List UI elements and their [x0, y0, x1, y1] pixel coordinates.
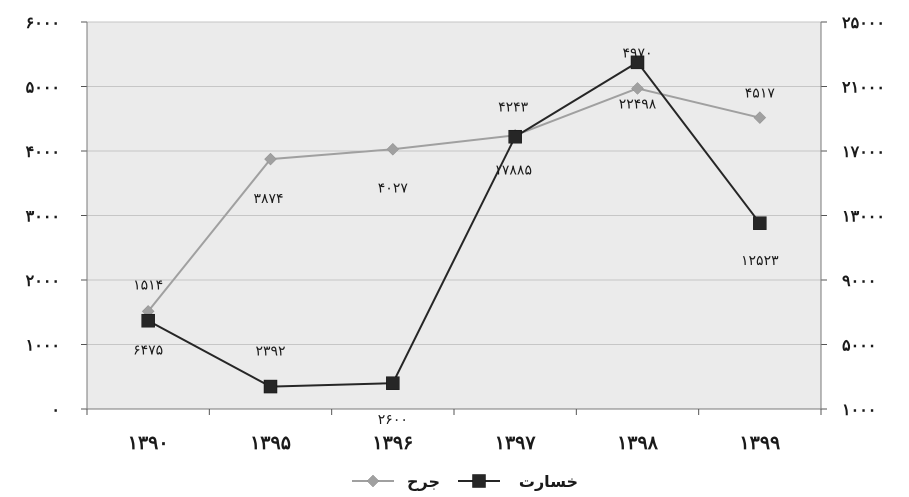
- data-label: ۴۹۷۰: [622, 45, 652, 61]
- legend-label-jorh: جرح: [407, 472, 440, 491]
- left-tick-label: ۰: [51, 400, 60, 419]
- data-point-square: [386, 376, 400, 390]
- right-tick-label: ۵۰۰۰: [842, 336, 876, 355]
- right-tick-label: ۲۱۰۰۰: [842, 78, 885, 97]
- data-label: ۴۵۱۷: [745, 86, 776, 102]
- data-label: ۱۷۸۸۵: [494, 163, 532, 179]
- right-tick-label: ۱۰۰۰: [842, 400, 876, 419]
- left-tick-label: ۵۰۰۰: [26, 78, 60, 97]
- data-point-diamond: [264, 152, 277, 166]
- x-tick-label: ۱۳۹۹: [739, 432, 780, 454]
- data-point-square: [508, 129, 522, 144]
- data-point-diamond: [386, 142, 400, 156]
- right-tick-label: ۱۷۰۰۰: [842, 142, 885, 161]
- legend-marker-diamond: [366, 474, 380, 488]
- data-point-diamond: [631, 82, 644, 95]
- data-label: ۱۵۱۴: [133, 277, 163, 293]
- data-point-square: [263, 379, 278, 394]
- left-tick-label: ۳۰۰۰: [26, 207, 60, 226]
- right-tick-label: ۹۰۰۰: [842, 271, 876, 290]
- data-label: ۳۸۷۴: [253, 191, 283, 207]
- data-point-square: [753, 216, 767, 230]
- x-tick-label: ۱۳۹۷: [495, 432, 537, 454]
- x-tick-label: ۱۳۹۸: [617, 432, 659, 454]
- data-label: ۶۴۷۵: [133, 343, 163, 359]
- x-tick-label: ۱۳۹۶: [372, 432, 413, 454]
- data-label: ۴۲۴۳: [498, 99, 529, 115]
- legend-label-khesarat: خسارت: [519, 472, 578, 491]
- data-label: ۲۳۹۲: [255, 344, 285, 360]
- series-line-1: [147, 60, 761, 388]
- left-tick-label: ۴۰۰۰: [26, 142, 60, 161]
- data-point-square: [141, 313, 155, 328]
- left-tick-label: ۶۰۰۰: [26, 13, 60, 32]
- data-label: ۴۰۲۷: [378, 180, 409, 196]
- x-tick-label: ۱۳۹۵: [250, 432, 291, 454]
- data-label: ۲۶۰۰: [378, 412, 408, 428]
- left-tick-label: ۱۰۰۰: [26, 336, 60, 355]
- data-label: ۱۲۵۲۳: [741, 253, 779, 269]
- x-tick-label: ۱۳۹۰: [128, 432, 169, 454]
- series-line-0: [147, 87, 761, 312]
- right-tick-label: ۱۳۰۰۰: [842, 207, 885, 226]
- right-tick-label: ۲۵۰۰۰: [842, 13, 885, 32]
- data-point-diamond: [753, 111, 767, 125]
- data-label: ۲۲۴۹۸: [619, 96, 657, 112]
- left-tick-label: ۲۰۰۰: [26, 271, 60, 290]
- legend-marker-square: [472, 474, 486, 488]
- data-point-square: [630, 55, 645, 70]
